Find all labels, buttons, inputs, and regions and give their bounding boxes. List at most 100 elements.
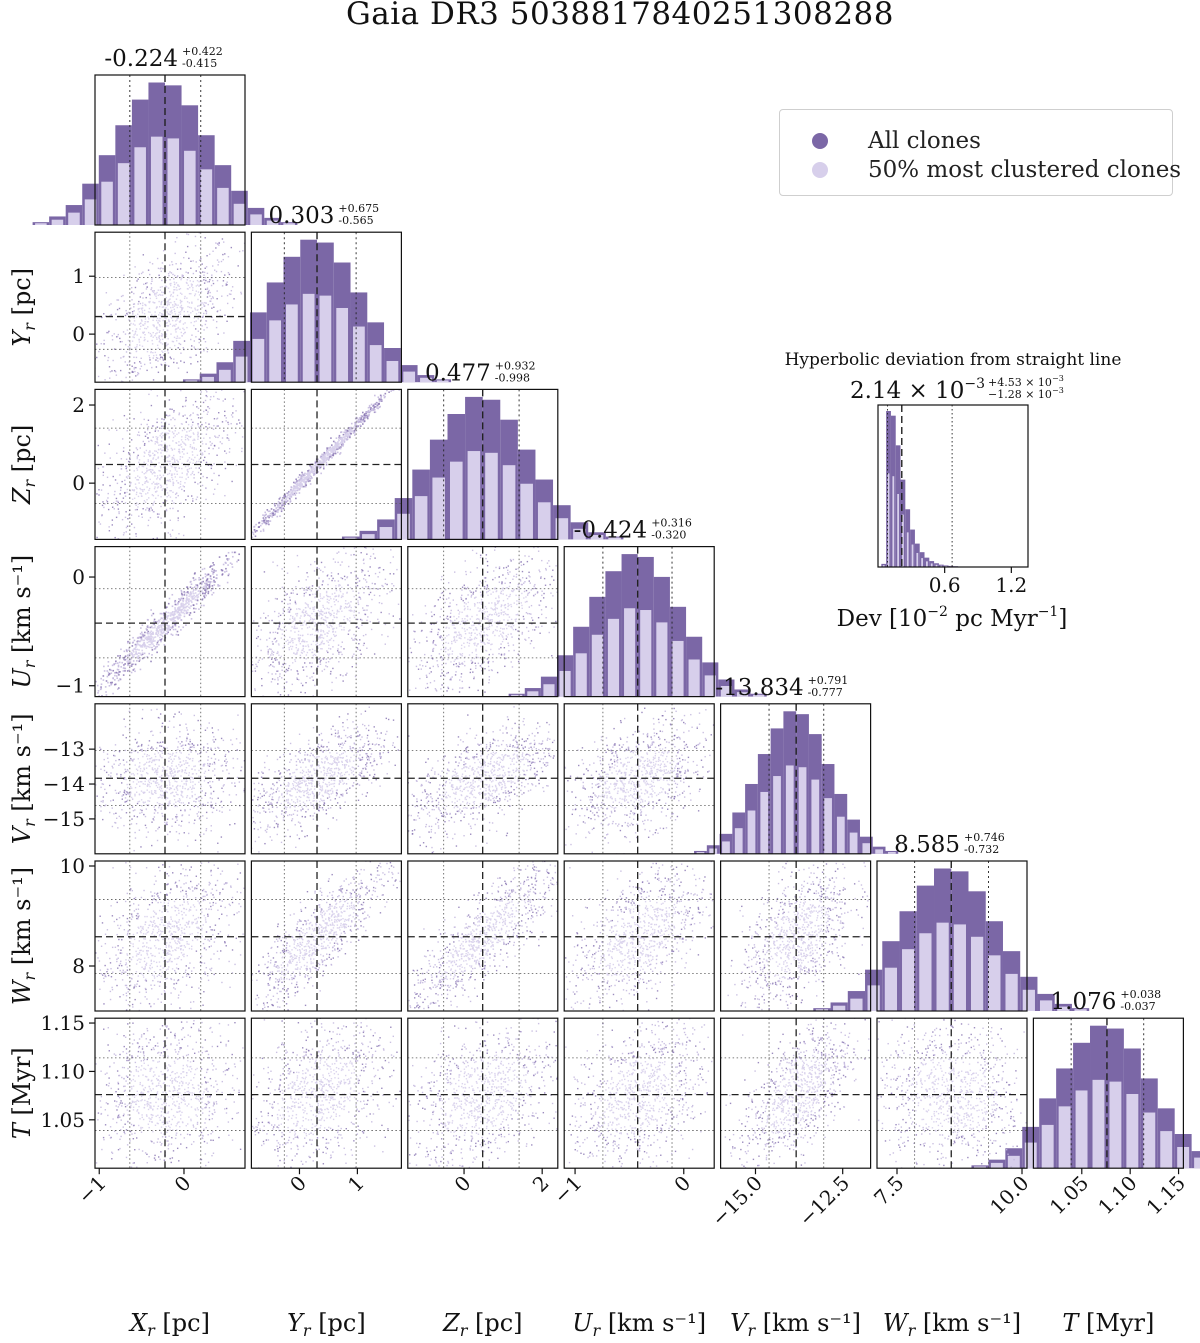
scatter-point — [240, 689, 241, 690]
scatter-point — [126, 430, 128, 432]
scatter-point — [242, 250, 244, 252]
scatter-point — [236, 423, 238, 425]
scatter-point — [140, 423, 143, 426]
scatter-point — [225, 693, 226, 694]
scatter-point — [195, 603, 198, 605]
scatter-point — [140, 336, 142, 338]
scatter-point — [321, 641, 323, 644]
scatter-point — [148, 469, 150, 471]
scatter-point — [336, 445, 339, 448]
scatter-point — [166, 617, 169, 619]
scatter-point — [296, 485, 298, 488]
scatter-point — [167, 631, 169, 634]
scatter-point — [448, 634, 450, 636]
scatter-point — [342, 445, 344, 447]
scatter-point — [127, 518, 129, 520]
scatter-point — [93, 378, 94, 379]
scatter-point — [198, 304, 200, 307]
scatter-point — [287, 494, 290, 497]
scatter-point — [190, 458, 193, 460]
hist-bar-clustered-X — [68, 212, 80, 225]
scatter-point — [162, 449, 164, 451]
scatter-point — [280, 510, 283, 513]
scatter-point — [498, 581, 501, 583]
scatter-point — [150, 507, 152, 510]
scatter-point — [206, 350, 209, 353]
scatter-point — [182, 333, 185, 335]
scatter-point — [206, 582, 208, 585]
scatter-point — [182, 275, 184, 277]
scatter-point — [193, 340, 196, 342]
scatter-point — [144, 435, 147, 437]
scatter-point — [369, 591, 372, 594]
scatter-point — [131, 399, 132, 400]
scatter-point — [201, 592, 204, 595]
scatter-point — [148, 307, 151, 310]
hist-panel-Z: 0.477 +0.932-0.998 — [341, 359, 624, 540]
scatter-point — [152, 357, 154, 359]
scatter-point — [156, 257, 159, 260]
scatter-point — [169, 323, 172, 325]
scatter-point — [330, 625, 332, 627]
scatter-point — [323, 612, 326, 614]
scatter-point — [190, 595, 192, 598]
scatter-point — [215, 242, 217, 244]
scatter-point — [202, 475, 204, 478]
scatter-point — [115, 319, 117, 321]
scatter-point — [144, 333, 146, 336]
scatter-point — [331, 609, 334, 612]
scatter-point — [346, 431, 349, 434]
scatter-point — [187, 439, 190, 441]
scatter-point — [212, 319, 215, 321]
scatter-point — [170, 490, 172, 492]
scatter-point — [162, 540, 163, 541]
scatter-point — [210, 578, 213, 580]
scatter-point — [132, 303, 135, 305]
scatter-point — [276, 515, 279, 518]
scatter-point — [198, 285, 200, 287]
scatter-point — [224, 414, 226, 417]
scatter-point — [135, 504, 137, 506]
scatter-point — [80, 523, 81, 524]
scatter-point — [320, 561, 323, 564]
scatter-point — [193, 442, 195, 444]
scatter-point — [178, 412, 181, 414]
scatter-point — [148, 507, 150, 510]
scatter-point — [194, 589, 197, 591]
scatter-point — [130, 514, 133, 516]
scatter-point — [182, 626, 185, 629]
scatter-point — [299, 634, 302, 637]
scatter-point — [125, 376, 127, 379]
scatter-point — [249, 258, 250, 259]
scatter-point — [170, 535, 172, 537]
scatter-point — [274, 637, 276, 640]
scatter-point — [319, 600, 321, 603]
scatter-point — [326, 640, 328, 642]
scatter-point — [168, 437, 170, 439]
scatter-point — [324, 615, 327, 618]
scatter-point — [152, 319, 154, 322]
scatter-point — [510, 661, 512, 663]
scatter-point — [115, 675, 118, 677]
scatter-point — [156, 487, 159, 489]
scatter-point — [131, 654, 134, 656]
scatter-point — [143, 652, 146, 655]
scatter-point — [266, 522, 269, 525]
scatter-point — [131, 663, 133, 666]
scatter-point — [226, 437, 228, 439]
scatter-point — [382, 585, 384, 588]
scatter-point — [488, 669, 490, 672]
scatter-point — [220, 270, 223, 273]
scatter-point — [172, 628, 175, 631]
scatter-point — [359, 424, 362, 427]
scatter-point — [320, 629, 322, 631]
scatter-point — [185, 610, 188, 613]
scatter-point — [333, 627, 335, 630]
scatter-point — [323, 623, 325, 625]
scatter-point — [352, 426, 355, 429]
scatter-point — [169, 283, 171, 285]
scatter-point — [328, 612, 330, 614]
hist-title-V: -13.834 — [715, 675, 803, 701]
scatter-point — [145, 327, 148, 330]
scatter-point — [310, 563, 312, 566]
